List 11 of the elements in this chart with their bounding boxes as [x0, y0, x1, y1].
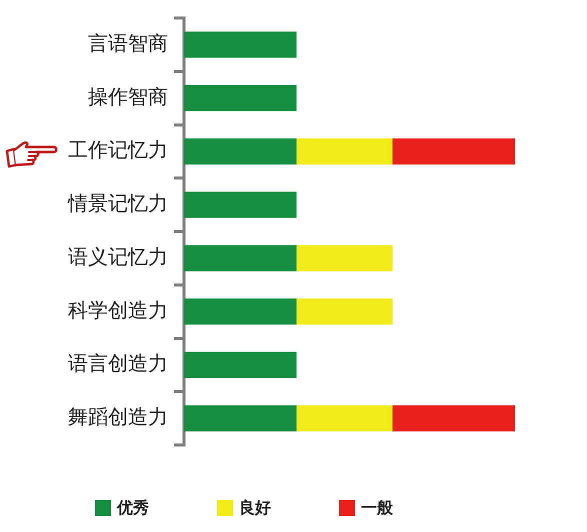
legend-label: 优秀 — [116, 498, 149, 518]
y-tick-label: 工作记忆力 — [68, 138, 168, 162]
y-tick-label: 言语智商 — [88, 30, 168, 55]
legend-label: 良好 — [239, 498, 271, 518]
y-tick-label: 科学创造力 — [68, 298, 168, 322]
legend-label: 一般 — [361, 498, 394, 518]
y-tick-label: 语义记忆力 — [68, 244, 168, 268]
y-tick-label: 操作智商 — [88, 84, 168, 108]
y-tick-label: 情景记忆力 — [67, 191, 168, 216]
y-tick-label: 语言创造力 — [68, 351, 168, 376]
y-tick-label: 舞蹈创造力 — [68, 404, 168, 429]
